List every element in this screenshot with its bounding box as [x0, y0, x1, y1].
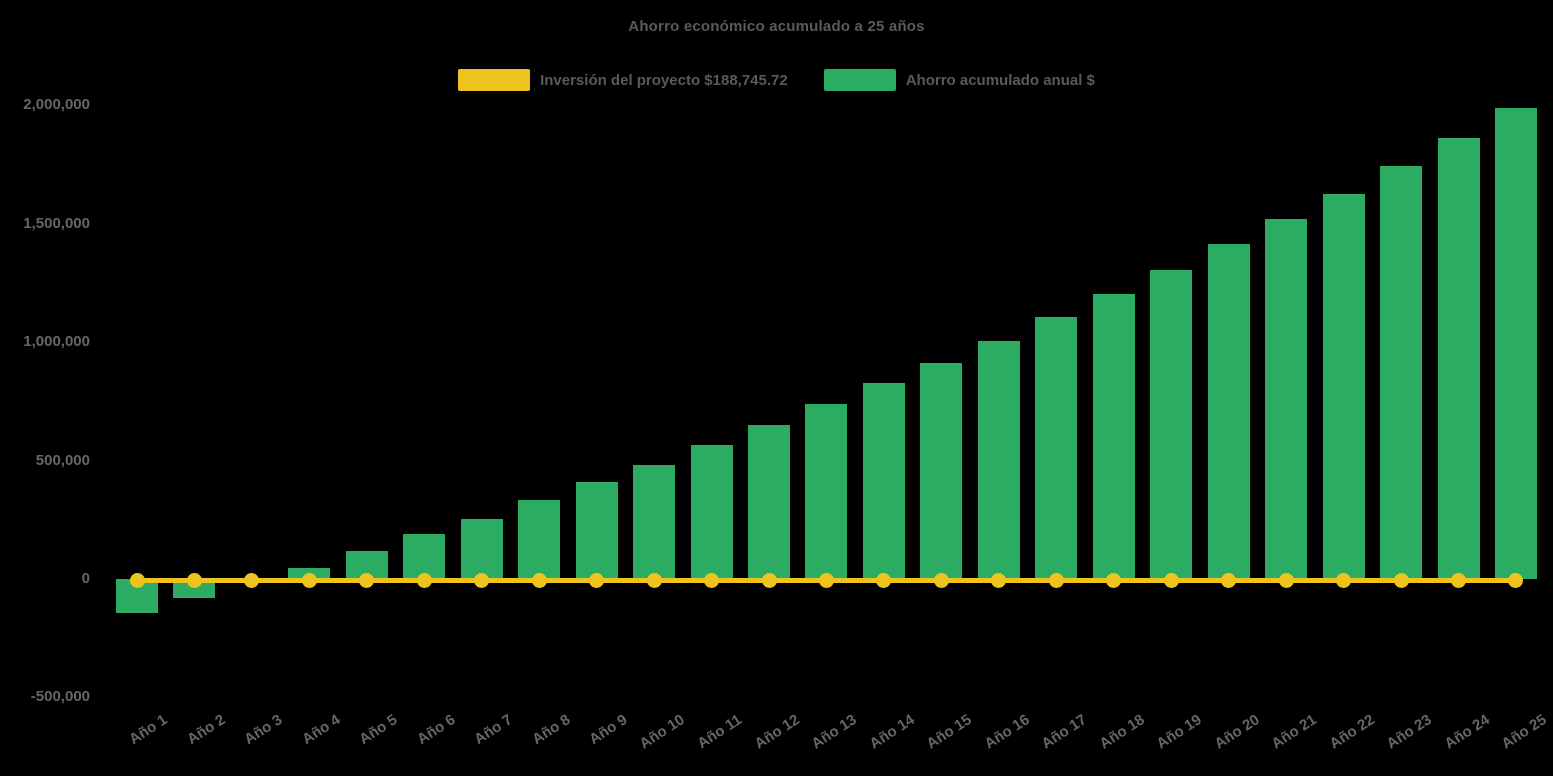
- investment-dot-año-14: [876, 573, 892, 588]
- investment-dot-año-1: [129, 573, 145, 588]
- investment-dot-año-3: [244, 573, 260, 588]
- bar-año-12: [748, 424, 791, 579]
- legend-item-savings: Ahorro acumulado anual $: [823, 69, 1095, 91]
- bar-año-18: [1092, 294, 1135, 579]
- investment-dot-año-6: [416, 573, 432, 588]
- x-tick-label-1: Año 1: [126, 711, 171, 749]
- investment-dot-año-7: [474, 573, 490, 588]
- investment-dot-año-10: [646, 573, 662, 588]
- investment-dot-año-18: [1106, 573, 1122, 588]
- x-tick-label-13: Año 13: [809, 711, 861, 753]
- bar-año-24: [1437, 137, 1480, 579]
- x-tick-label-14: Año 14: [866, 711, 918, 753]
- investment-dot-año-8: [531, 573, 547, 588]
- x-tick-label-4: Año 4: [298, 711, 344, 749]
- y-tick-label: 1,000,000: [23, 333, 90, 351]
- investment-dot-año-4: [301, 573, 317, 588]
- investment-dot-año-19: [1163, 573, 1179, 588]
- investment-dot-año-17: [1048, 573, 1064, 588]
- legend-label-savings: Ahorro acumulado anual $: [905, 71, 1095, 89]
- legend: Inversión del proyecto $188,745.72 Ahorr…: [0, 69, 1553, 91]
- legend-swatch-savings-icon: [823, 69, 896, 91]
- bar-año-11: [690, 445, 733, 579]
- bar-año-14: [862, 383, 905, 579]
- investment-dot-año-24: [1451, 573, 1467, 588]
- bar-año-10: [633, 465, 676, 579]
- bar-año-13: [805, 403, 848, 579]
- x-tick-label-23: Año 23: [1383, 711, 1435, 753]
- bar-año-6: [403, 534, 446, 579]
- y-tick-label: 0: [81, 570, 90, 587]
- x-tick-label-2: Año 2: [183, 711, 229, 749]
- legend-swatch-investment-icon: [458, 69, 531, 91]
- investment-dot-año-15: [933, 573, 949, 588]
- x-tick-label-5: Año 5: [356, 711, 401, 749]
- investment-dot-año-11: [704, 573, 720, 588]
- x-tick-label-22: Año 22: [1326, 711, 1378, 753]
- investment-dot-año-23: [1393, 573, 1409, 588]
- x-tick-label-19: Año 19: [1153, 711, 1205, 753]
- x-tick-label-18: Año 18: [1096, 711, 1148, 753]
- y-tick-label: 1,500,000: [23, 214, 90, 232]
- x-tick-label-10: Año 10: [636, 711, 688, 753]
- x-tick-label-8: Año 8: [528, 711, 573, 749]
- legend-label-investment: Inversión del proyecto $188,745.72: [540, 71, 788, 89]
- x-tick-label-12: Año 12: [751, 711, 803, 753]
- bar-año-7: [460, 518, 503, 579]
- investment-dot-año-9: [589, 573, 605, 588]
- x-tick-label-3: Año 3: [241, 711, 286, 749]
- bar-año-9: [575, 482, 618, 579]
- investment-dot-año-2: [186, 573, 202, 588]
- y-tick-label: 500,000: [35, 451, 90, 469]
- chart-title: Ahorro económico acumulado a 25 años: [628, 18, 925, 35]
- x-tick-label-6: Año 6: [413, 711, 459, 749]
- x-tick-label-9: Año 9: [586, 711, 631, 749]
- investment-dot-año-25: [1508, 573, 1524, 588]
- x-tick-label-25: Año 25: [1498, 711, 1550, 753]
- x-tick-label-24: Año 24: [1441, 711, 1493, 753]
- bar-año-2: [173, 579, 216, 598]
- y-tick-label: -500,000: [30, 688, 90, 706]
- x-tick-label-17: Año 17: [1038, 711, 1091, 753]
- bar-año-16: [977, 340, 1020, 579]
- x-tick-label-11: Año 11: [694, 711, 746, 753]
- legend-item-investment: Inversión del proyecto $188,745.72: [458, 69, 788, 91]
- bar-año-25: [1494, 108, 1537, 579]
- bar-año-23: [1380, 166, 1423, 579]
- bar-año-21: [1265, 218, 1308, 579]
- investment-dot-año-5: [359, 573, 375, 588]
- x-tick-label-20: Año 20: [1211, 711, 1263, 753]
- bar-año-20: [1207, 244, 1250, 579]
- bar-año-8: [518, 500, 561, 579]
- investment-dot-año-12: [761, 573, 777, 588]
- investment-dot-año-16: [991, 573, 1007, 588]
- x-tick-label-15: Año 15: [923, 711, 976, 753]
- bar-año-15: [920, 362, 963, 579]
- y-tick-label: 2,000,000: [23, 96, 90, 114]
- bar-año-22: [1322, 193, 1365, 579]
- x-tick-label-7: Año 7: [471, 711, 516, 749]
- x-tick-label-21: Año 21: [1268, 711, 1320, 753]
- investment-dot-año-13: [818, 573, 834, 588]
- investment-dot-año-22: [1336, 573, 1352, 588]
- investment-dot-año-21: [1278, 573, 1294, 588]
- x-tick-label-16: Año 16: [981, 711, 1033, 753]
- investment-dot-año-20: [1221, 573, 1237, 588]
- bar-año-17: [1035, 317, 1078, 579]
- bar-año-19: [1150, 269, 1193, 579]
